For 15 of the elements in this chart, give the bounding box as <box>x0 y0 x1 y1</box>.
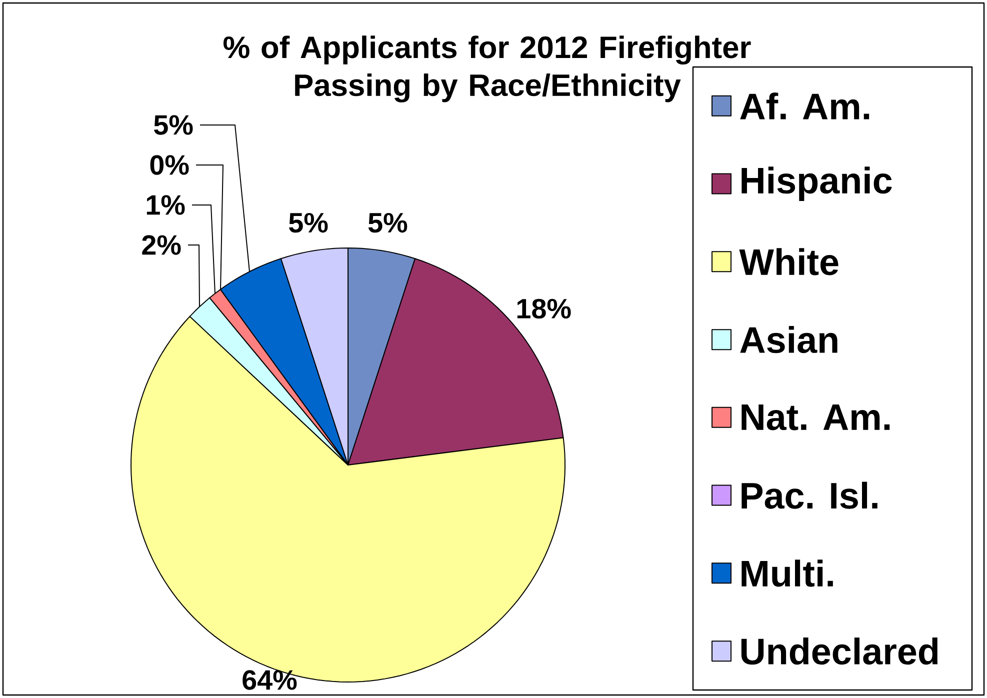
legend-label: Asian <box>740 326 838 354</box>
data-label: 5% <box>368 212 408 233</box>
legend-label: Nat. Am. <box>742 404 890 430</box>
data-label: 64% <box>242 670 297 690</box>
data-label: 18% <box>517 298 571 319</box>
legend-label: Pac. Isl. <box>742 482 878 509</box>
data-label: 2% <box>142 235 181 255</box>
legend-label: Multi. <box>742 560 833 587</box>
data-label: 5% <box>154 115 193 135</box>
data-label: 5% <box>289 212 328 233</box>
legend-label: White <box>739 248 838 276</box>
legend-label: Hispanic <box>742 166 892 201</box>
legend-label: Undeclared <box>741 638 938 665</box>
data-label: 1% <box>146 195 185 215</box>
text: 0% <box>150 155 189 175</box>
